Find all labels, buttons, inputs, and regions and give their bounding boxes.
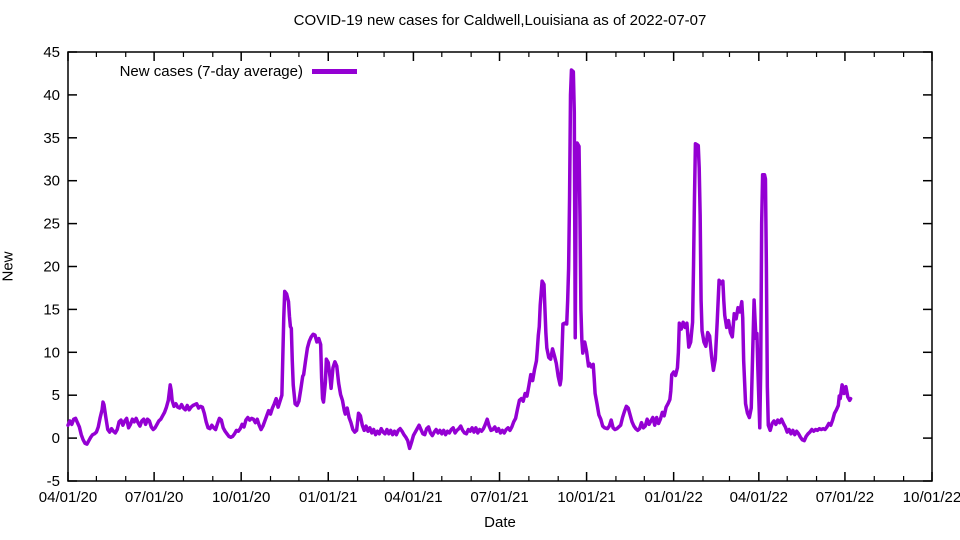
chart-title: COVID-19 new cases for Caldwell,Louisian…	[293, 12, 707, 29]
y-tick-label: 30	[43, 173, 60, 190]
x-tick-label: 07/01/20	[125, 489, 183, 506]
y-tick-label: 45	[43, 44, 60, 61]
x-tick-label: 07/01/22	[816, 489, 874, 506]
x-tick-label: 01/01/21	[299, 489, 357, 506]
y-axis-label: New	[0, 251, 17, 282]
y-tick-label: 25	[43, 216, 60, 233]
legend-label: New cases (7-day average)	[119, 63, 303, 80]
y-tick-label: 10	[43, 344, 60, 361]
y-tick-label: 40	[43, 87, 60, 104]
x-tick-label: 07/01/21	[470, 489, 528, 506]
x-axis-label: Date	[484, 514, 516, 531]
data-line	[66, 68, 853, 451]
x-tick-label: 10/01/21	[557, 489, 615, 506]
x-tick-label: 10/01/20	[212, 489, 270, 506]
y-tick-label: -5	[47, 473, 60, 490]
y-tick-label: 20	[43, 259, 60, 276]
y-tick-label: 35	[43, 130, 60, 147]
y-tick-label: 5	[52, 387, 60, 404]
y-tick-label: 0	[52, 430, 60, 447]
x-tick-label: 04/01/20	[39, 489, 97, 506]
y-tick-label: 15	[43, 301, 60, 318]
x-tick-label: 01/01/22	[644, 489, 702, 506]
plot-border	[67, 51, 933, 482]
x-tick-label: 04/01/22	[730, 489, 788, 506]
legend-line-sample	[312, 69, 357, 74]
x-tick-label: 10/01/22	[903, 489, 960, 506]
x-tick-label: 04/01/21	[384, 489, 442, 506]
